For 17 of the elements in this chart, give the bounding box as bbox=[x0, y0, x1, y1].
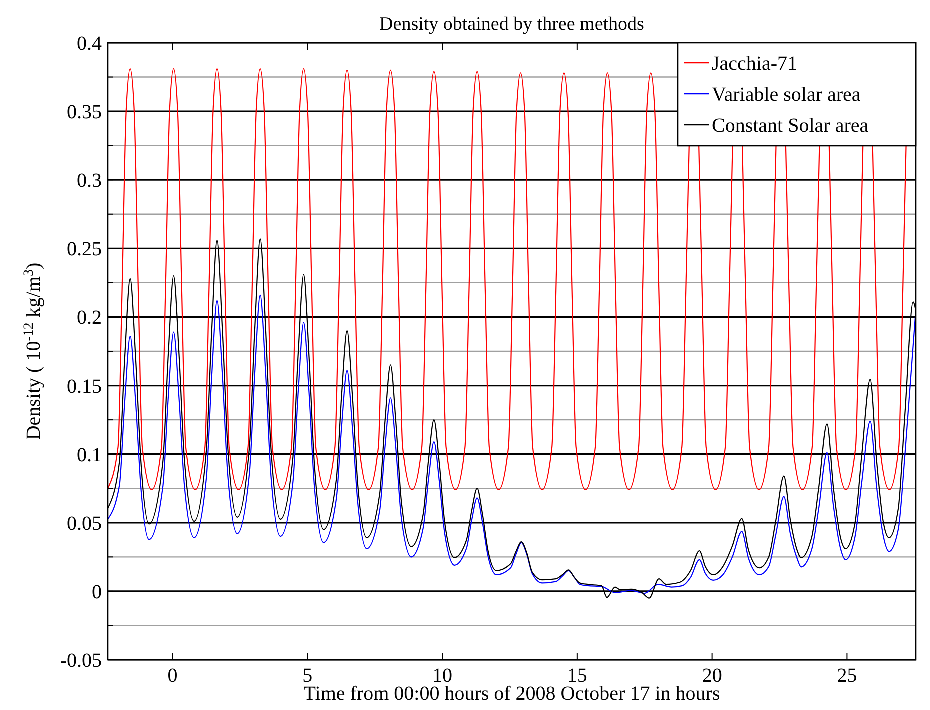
y-tick-label: 0.15 bbox=[67, 376, 102, 398]
x-tick-label: 25 bbox=[837, 665, 858, 687]
y-tick-label: 0.05 bbox=[67, 512, 102, 535]
chart-title: Density obtained by three methods bbox=[380, 14, 644, 35]
y-tick-label: -0.05 bbox=[60, 650, 102, 672]
y-tick-label: 0.4 bbox=[77, 33, 102, 55]
y-tick-label: 0.25 bbox=[67, 238, 102, 261]
y-tick-label: 0.2 bbox=[77, 307, 102, 330]
line-series bbox=[108, 294, 916, 594]
legend-label: Variable solar area bbox=[712, 84, 861, 106]
x-tick-label: 0 bbox=[168, 665, 178, 687]
legend-label: Constant Solar area bbox=[712, 115, 869, 137]
legend-label: Jacchia-71 bbox=[712, 53, 798, 75]
y-tick-label: 0.1 bbox=[77, 444, 102, 466]
y-tick-label: 0 bbox=[92, 581, 102, 604]
y-tick-label: 0.3 bbox=[77, 170, 102, 192]
y-tick-label: 0.35 bbox=[67, 102, 102, 124]
